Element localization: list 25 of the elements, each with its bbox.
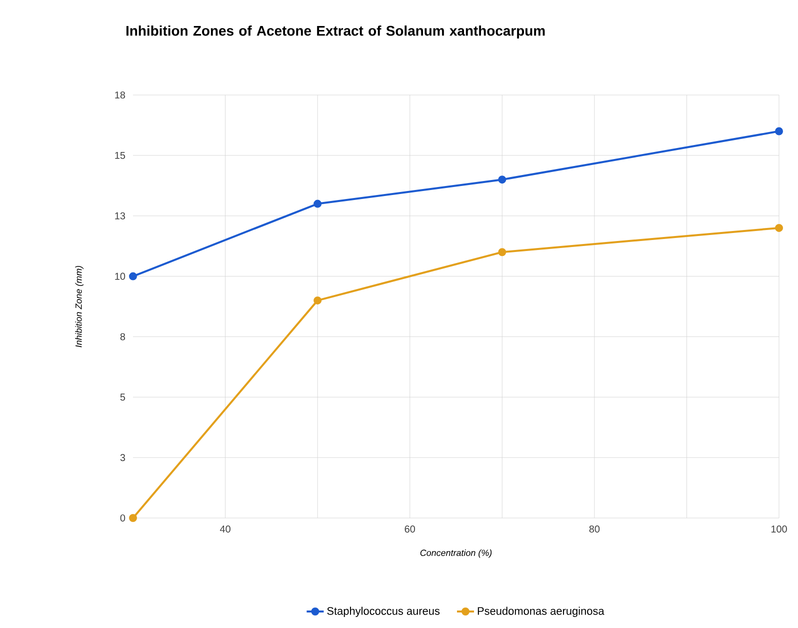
x-axis-title: Concentration (%) [420,549,492,558]
point [129,514,137,522]
point [314,200,322,208]
point [775,224,784,232]
point [314,296,322,304]
y-tick-label: 18 [115,91,126,99]
x-tick-label: 100 [771,526,787,533]
point [498,176,506,184]
y-tick-label: 0 [120,514,126,522]
x-tick-label: 80 [589,526,600,533]
y-tick-label: 10 [115,272,126,280]
point [775,127,784,136]
x-tick-label: 60 [404,526,416,533]
point [498,248,506,256]
y-tick-label: 8 [120,333,126,340]
x-tick-label: 40 [220,526,230,533]
legend-label: Staphylococcus aureus [327,606,440,617]
y-tick-label: 5 [120,394,126,401]
legend-label: Pseudomonas aeruginosa [478,606,604,617]
y-tick-label: 13 [115,212,126,220]
chart-title: Inhibition Zones of Acetone Extract of Solanum xanthocarpum [126,26,545,39]
y-tick-label: 3 [120,454,126,462]
point [129,272,137,280]
y-axis-title: Inhibition Zone (mm) [75,266,84,348]
y-tick-label: 15 [115,152,126,159]
